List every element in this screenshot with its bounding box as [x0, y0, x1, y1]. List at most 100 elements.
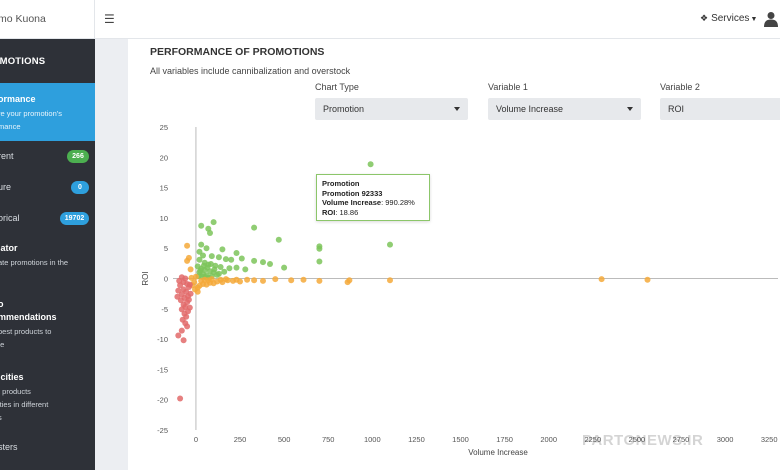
y-tick-label: 25 — [160, 123, 168, 132]
y-tick-label: 0 — [164, 275, 168, 284]
tooltip-promotion: Promotion 92333 — [322, 188, 383, 198]
sidebar-item-performance[interactable]: ormance re your promotion's mance — [0, 83, 95, 141]
sidebar-item-clusters[interactable]: sters — [0, 439, 95, 459]
tooltip-key: ROI — [322, 207, 336, 217]
x-tick-label: 1500 — [452, 435, 469, 444]
data-point — [219, 246, 226, 253]
data-point — [207, 261, 214, 267]
x-tick-label: 3250 — [761, 435, 778, 444]
data-point — [367, 161, 374, 168]
user-icon[interactable] — [764, 11, 778, 27]
content-gutter — [95, 39, 128, 470]
data-point — [188, 274, 195, 281]
data-point — [200, 252, 206, 259]
sidebar-item-future[interactable]: ure 0 — [0, 178, 95, 198]
data-point — [217, 264, 224, 270]
data-point — [238, 255, 245, 262]
data-point — [275, 236, 282, 243]
sidebar-item-description: mance — [0, 122, 21, 131]
data-point — [644, 276, 651, 283]
chart-type-select[interactable]: Promotion — [315, 98, 468, 120]
chart-tooltip: Promotion Promotion 92333 Volume Increas… — [316, 174, 430, 221]
data-point — [288, 277, 295, 284]
y-tick-label: -10 — [157, 335, 168, 344]
sidebar-item-historical[interactable]: orical 19702 — [0, 209, 95, 229]
sidebar-item-description: ities in different — [0, 400, 49, 409]
sidebar-item-label: ure — [0, 182, 12, 192]
data-point — [178, 327, 185, 334]
sidebar-item-recommendations[interactable]: o mmendations best products to te — [0, 296, 95, 352]
x-tick-label: 2750 — [673, 435, 690, 444]
data-point — [175, 287, 182, 294]
brand-area: mo Kuona — [0, 0, 95, 39]
page-subtitle: All variables include cannibalization an… — [150, 66, 351, 76]
watermark-text: PARTONEWS.IR — [582, 432, 704, 449]
data-point — [251, 257, 258, 264]
variable1-value: Volume Increase — [496, 104, 564, 114]
data-point — [180, 337, 187, 344]
scatter-chart[interactable]: 25 20 15 10 5 0 -5 -10 -15 -20 -25 0 250 500 750 1000 12… — [128, 118, 780, 470]
sidebar-item-simulator[interactable]: lator ate promotions in the — [0, 240, 95, 278]
data-point — [208, 253, 215, 260]
services-menu[interactable]: ❖ Services▼ — [700, 13, 757, 24]
variable1-select[interactable]: Volume Increase — [488, 98, 641, 120]
data-point — [196, 256, 203, 263]
y-tick-label: 5 — [164, 244, 168, 253]
chart-type-value: Promotion — [323, 104, 365, 114]
data-point — [221, 268, 228, 275]
caret-down-icon — [454, 107, 460, 111]
variable2-value: ROI — [668, 104, 685, 114]
data-point — [233, 264, 240, 271]
sidebar-item-label: ormance — [0, 94, 36, 104]
y-tick-label: 15 — [160, 184, 168, 193]
count-badge: 0 — [71, 181, 89, 194]
variable2-select[interactable]: ROI — [660, 98, 780, 120]
data-point — [222, 276, 229, 283]
variable2-label: Variable 2 — [660, 82, 700, 92]
services-label: Services — [711, 13, 750, 24]
sidebar-item-label: sters — [0, 442, 18, 452]
data-point — [233, 276, 240, 283]
data-point — [260, 277, 266, 284]
data-point — [187, 266, 194, 273]
data-point — [174, 293, 181, 300]
x-tick-label: 2250 — [584, 435, 601, 444]
data-point — [198, 241, 205, 248]
data-point — [281, 264, 288, 271]
data-point — [242, 266, 249, 273]
x-tick-label: 750 — [322, 435, 335, 444]
sidebar-item-label: o — [0, 299, 4, 309]
data-point — [211, 266, 218, 273]
hamburger-icon[interactable]: ☰ — [104, 12, 115, 26]
data-point — [251, 277, 258, 284]
data-point — [214, 271, 221, 278]
sidebar-item-elasticities[interactable]: icities t products ities in different s — [0, 369, 95, 425]
caret-down-icon: ▼ — [750, 16, 758, 23]
data-point — [316, 245, 323, 252]
brand-name[interactable]: mo Kuona — [0, 13, 46, 25]
sidebar-item-current[interactable]: rent 266 — [0, 147, 95, 167]
data-point — [244, 276, 251, 283]
sidebar-item-description: re your promotion's — [0, 109, 62, 118]
count-badge: 266 — [67, 150, 89, 163]
data-point — [217, 276, 224, 283]
data-point — [184, 257, 191, 264]
data-point — [260, 259, 266, 266]
x-tick-label: 3000 — [717, 435, 734, 444]
cubes-icon: ❖ — [700, 13, 709, 23]
data-point — [194, 288, 201, 295]
sidebar-item-description: t products — [0, 387, 31, 396]
sidebar-item-description: te — [0, 340, 5, 349]
data-point — [184, 323, 191, 330]
page-title: PERFORMANCE OF PROMOTIONS — [150, 46, 325, 58]
data-point — [226, 265, 233, 272]
sidebar-item-description: best products to — [0, 327, 52, 336]
sidebar-item-label: icities — [0, 372, 24, 382]
sidebar-item-label: lator — [0, 243, 18, 253]
data-point — [300, 276, 307, 283]
data-point — [316, 277, 323, 284]
y-tick-label: -5 — [161, 305, 168, 314]
data-point — [222, 256, 229, 263]
x-tick-label: 2000 — [540, 435, 557, 444]
x-tick-label: 2500 — [629, 435, 646, 444]
